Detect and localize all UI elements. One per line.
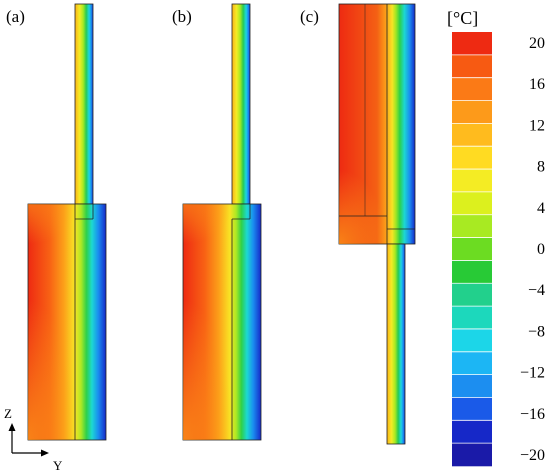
- panel-c-stem: [386, 243, 406, 445]
- colorbar-band: [452, 328, 492, 353]
- axis-z-label: Z: [4, 406, 12, 421]
- colorbar-band: [452, 54, 492, 78]
- colorbar-tick-label: 16: [529, 76, 545, 93]
- panel-a-label: (a): [6, 7, 25, 26]
- colorbar-band: [452, 420, 492, 444]
- panel-b-stem: [231, 3, 251, 205]
- colorbar-tick-label: −20: [520, 447, 545, 464]
- panel-b-corner-shade: [183, 300, 233, 440]
- colorbar-band: [452, 283, 492, 307]
- panel-a-top-shade: [28, 204, 78, 244]
- panel-c: (c): [300, 3, 416, 445]
- colorbar-tick-label: −16: [520, 406, 545, 423]
- panel-c-label: (c): [300, 7, 319, 26]
- axes-indicator: Z Y: [4, 406, 63, 472]
- colorbar-tick-label: 12: [529, 117, 545, 134]
- colorbar-tick-label: −4: [528, 282, 545, 299]
- axis-y-label: Y: [53, 458, 63, 472]
- panel-b-top-shade: [183, 204, 233, 244]
- colorbar-tick-label: −12: [520, 365, 545, 382]
- colorbar-bands: [452, 32, 492, 467]
- colorbar-band: [452, 214, 492, 238]
- panel-c-corner-shade: [339, 170, 387, 244]
- colorbar-unit: [°C]: [447, 8, 478, 28]
- colorbar-band: [452, 169, 492, 193]
- colorbar-band: [452, 191, 492, 216]
- colorbar-band: [452, 351, 492, 375]
- colorbar-ticks: 20 16 12 8 4 0 −4 −8 −12 −16 −20: [520, 35, 545, 464]
- colorbar-band: [452, 260, 492, 284]
- colorbar-tick-label: 4: [537, 200, 545, 217]
- panel-b-label: (b): [172, 7, 192, 26]
- colorbar: [°C] 20 16 12 8 4 0 −4 −8 −12 −16 −20: [447, 8, 545, 467]
- panel-a: (a): [6, 3, 107, 441]
- colorbar-tick-label: −8: [528, 323, 545, 340]
- panel-a-corner-shade: [28, 300, 78, 440]
- colorbar-band: [452, 100, 492, 124]
- colorbar-tick-label: 20: [529, 35, 545, 52]
- colorbar-band: [452, 77, 492, 101]
- colorbar-band: [452, 374, 492, 398]
- colorbar-band: [452, 146, 492, 170]
- colorbar-band: [452, 32, 492, 56]
- colorbar-tick-label: 0: [537, 241, 545, 258]
- colorbar-band: [452, 443, 492, 467]
- colorbar-band: [452, 306, 492, 330]
- colorbar-band: [452, 237, 492, 261]
- colorbar-band: [452, 123, 492, 147]
- colorbar-band: [452, 397, 492, 421]
- panel-a-stem: [74, 3, 94, 205]
- colorbar-tick-label: 8: [537, 159, 545, 176]
- panel-b: (b): [172, 3, 262, 441]
